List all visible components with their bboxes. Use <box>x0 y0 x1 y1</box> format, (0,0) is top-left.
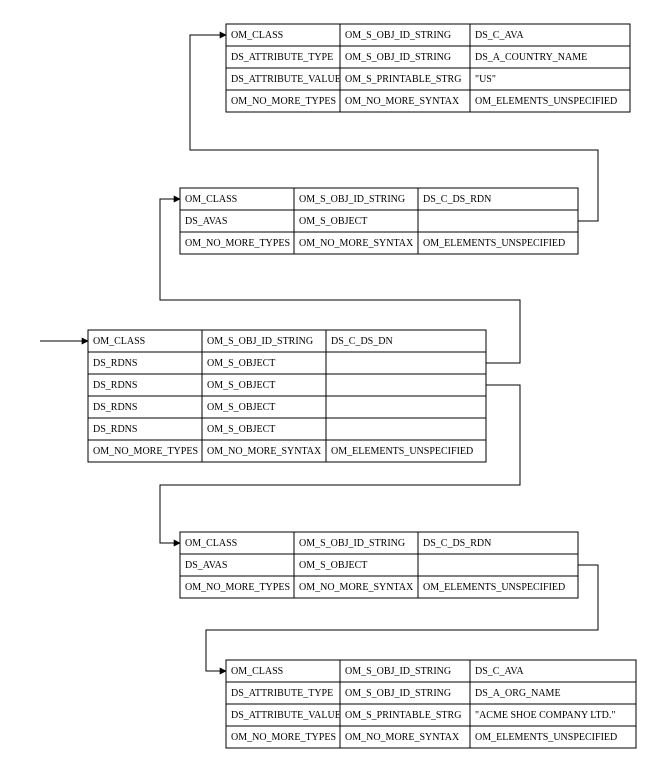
cell: OM_CLASS <box>93 336 145 347</box>
cell: OM_S_OBJECT <box>299 216 367 227</box>
cell: OM_S_OBJ_ID_STRING <box>345 52 451 63</box>
cell: OM_S_OBJECT <box>299 560 367 571</box>
cell: DS_AVAS <box>185 216 227 227</box>
cell: DS_ATTRIBUTE_TYPE <box>231 688 333 699</box>
cell: OM_S_PRINTABLE_STRG <box>345 710 461 721</box>
cell: DS_A_ORG_NAME <box>475 688 561 699</box>
cell: DS_C_AVA <box>475 666 524 677</box>
cell: OM_CLASS <box>231 666 283 677</box>
cell: OM_NO_MORE_SYNTAX <box>299 582 414 593</box>
cell: OM_S_OBJ_ID_STRING <box>299 194 405 205</box>
table-t4: OM_CLASS OM_S_OBJ_ID_STRING DS_C_DS_RDN DS_… <box>180 532 578 598</box>
cell: DS_ATTRIBUTE_VALUE <box>231 74 341 85</box>
cell: OM_S_OBJ_ID_STRING <box>345 30 451 41</box>
table-t1: OM_CLASS OM_S_OBJ_ID_STRING DS_C_AVA DS_ATT… <box>226 24 630 112</box>
cell: OM_NO_MORE_SYNTAX <box>299 238 414 249</box>
cell: OM_S_OBJ_ID_STRING <box>345 666 451 677</box>
connector-c5 <box>206 565 598 671</box>
cell: OM_CLASS <box>231 30 283 41</box>
cell: DS_AVAS <box>185 560 227 571</box>
diagram-root: OM_CLASS OM_S_OBJ_ID_STRING DS_C_AVA DS_ATT… <box>0 0 649 763</box>
cell: DS_RDNS <box>93 380 137 391</box>
cell: DS_RDNS <box>93 402 137 413</box>
table-t3: OM_CLASS OM_S_OBJ_ID_STRING DS_C_DS_DN DS_R… <box>88 330 486 462</box>
cell: DS_C_DS_RDN <box>423 538 491 549</box>
cell: "ACME SHOE COMPANY LTD." <box>475 710 615 721</box>
cell: OM_NO_MORE_SYNTAX <box>345 732 460 743</box>
cell: OM_ELEMENTS_UNSPECIFIED <box>475 96 617 107</box>
cell: DS_ATTRIBUTE_VALUE <box>231 710 341 721</box>
cell: DS_RDNS <box>93 424 137 435</box>
cell: OM_NO_MORE_TYPES <box>231 96 336 107</box>
table-t5: OM_CLASS OM_S_OBJ_ID_STRING DS_C_AVA DS_ATT… <box>226 660 636 748</box>
cell: OM_S_OBJECT <box>207 424 275 435</box>
cell: OM_NO_MORE_TYPES <box>93 446 198 457</box>
cell: OM_NO_MORE_TYPES <box>185 238 290 249</box>
cell: OM_NO_MORE_TYPES <box>185 582 290 593</box>
cell: OM_S_OBJ_ID_STRING <box>207 336 313 347</box>
cell: OM_CLASS <box>185 538 237 549</box>
cell: DS_C_AVA <box>475 30 524 41</box>
cell: OM_S_OBJ_ID_STRING <box>299 538 405 549</box>
cell: OM_S_PRINTABLE_STRG <box>345 74 461 85</box>
table-t2: OM_CLASS OM_S_OBJ_ID_STRING DS_C_DS_RDN DS_… <box>180 188 578 254</box>
cell: DS_A_COUNTRY_NAME <box>475 52 587 63</box>
cell: OM_S_OBJ_ID_STRING <box>345 688 451 699</box>
cell: OM_S_OBJECT <box>207 358 275 369</box>
cell: DS_RDNS <box>93 358 137 369</box>
cell: DS_ATTRIBUTE_TYPE <box>231 52 333 63</box>
cell: DS_C_DS_RDN <box>423 194 491 205</box>
cell: "US" <box>475 74 496 85</box>
cell: OM_ELEMENTS_UNSPECIFIED <box>331 446 473 457</box>
cell: OM_ELEMENTS_UNSPECIFIED <box>475 732 617 743</box>
cell: OM_NO_MORE_TYPES <box>231 732 336 743</box>
cell: OM_S_OBJECT <box>207 380 275 391</box>
cell: OM_ELEMENTS_UNSPECIFIED <box>423 582 565 593</box>
cell: OM_NO_MORE_SYNTAX <box>345 96 460 107</box>
cell: OM_NO_MORE_SYNTAX <box>207 446 322 457</box>
cell: OM_S_OBJECT <box>207 402 275 413</box>
cell: DS_C_DS_DN <box>331 336 393 347</box>
cell: OM_ELEMENTS_UNSPECIFIED <box>423 238 565 249</box>
cell: OM_CLASS <box>185 194 237 205</box>
